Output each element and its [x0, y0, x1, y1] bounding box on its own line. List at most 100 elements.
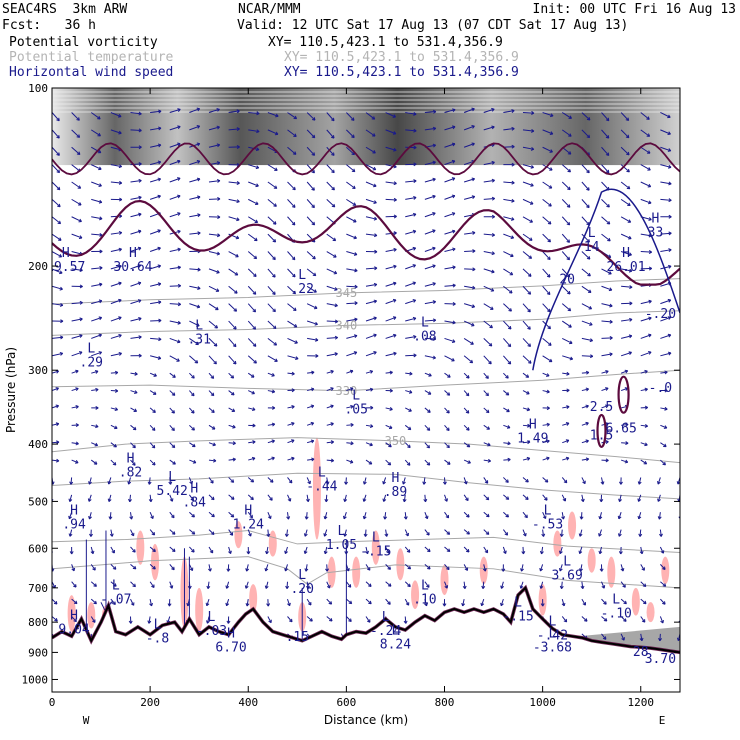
wind-vector-head [291, 421, 295, 426]
wind-vector [228, 268, 239, 276]
wind-vector [561, 216, 571, 226]
wind-vector [149, 546, 156, 552]
wind-vector [346, 424, 354, 426]
wind-vector [463, 143, 475, 148]
wind-vector-head [196, 107, 201, 112]
wind-vector-head [369, 387, 374, 392]
pv-shading-patch [411, 580, 420, 609]
wind-vector-head [88, 515, 92, 520]
wind-vector-head [485, 531, 490, 535]
wind-vector [424, 319, 436, 322]
wind-vector-head [586, 239, 590, 243]
wind-vector [248, 407, 256, 411]
wind-vector [52, 598, 58, 605]
y-tick-label: 400 [28, 438, 48, 451]
wind-vector-head [330, 458, 335, 463]
wind-vector [267, 251, 276, 260]
wind-vector-head [98, 351, 103, 355]
wind-vector [679, 216, 680, 217]
wind-vector-head [312, 272, 317, 277]
wind-vector-head [252, 326, 257, 330]
wind-vector-head [403, 620, 408, 624]
wind-vector [640, 251, 652, 253]
wind-vector [385, 299, 397, 305]
wind-vector-head [177, 283, 182, 288]
wind-vector [405, 129, 417, 132]
wind-vector-head [354, 317, 358, 322]
wind-vector [189, 108, 200, 113]
wind-vector-head [491, 214, 496, 219]
wind-vector-head [211, 496, 215, 501]
wind-vector [228, 216, 240, 221]
wind-vector-head [365, 550, 369, 555]
wind-vector-head [668, 264, 672, 269]
wind-vector-head [269, 497, 273, 501]
wind-vector-head [509, 290, 513, 294]
wind-vector-head [546, 456, 550, 461]
wind-vector-head [663, 443, 667, 448]
wind-vector [424, 247, 436, 252]
wind-vector [346, 405, 354, 409]
wind-vector-head [275, 113, 279, 118]
wind-vector [306, 494, 309, 502]
wind-vector [424, 229, 436, 235]
wind-vector [657, 477, 661, 485]
wind-vector-head [90, 550, 95, 555]
wind-vector-head [176, 358, 180, 362]
wind-vector-head [607, 237, 611, 242]
wind-vector [365, 334, 377, 339]
wind-vector-head [605, 404, 609, 409]
wind-vector-head [151, 584, 155, 588]
wind-vector-head [491, 232, 495, 237]
wind-vector [90, 581, 97, 587]
wind-vector [542, 251, 551, 260]
wind-vector [71, 442, 79, 445]
wind-vector [365, 300, 377, 305]
wind-vector-head [637, 481, 642, 485]
wind-vector [620, 616, 627, 622]
wind-vector [660, 424, 668, 429]
wind-vector-head [393, 247, 397, 252]
wind-vector-head [118, 247, 122, 252]
wind-vector-head [503, 550, 507, 554]
wind-vector [463, 407, 470, 414]
wind-vector [326, 164, 335, 174]
wind-vector-head [252, 423, 256, 428]
wind-vector [659, 633, 661, 641]
wind-vector-head [605, 458, 609, 463]
wind-vector-head [626, 185, 631, 190]
wind-vector-head [688, 247, 691, 250]
wind-vector [130, 442, 136, 449]
wind-vector [660, 112, 671, 118]
wind-vector [149, 407, 156, 413]
wind-vector [267, 164, 278, 171]
pv-extremum-value: -.8 [146, 632, 169, 647]
wind-vector [640, 424, 648, 427]
wind-vector [365, 370, 373, 374]
wind-vector-head [548, 342, 552, 346]
wind-vector [305, 564, 308, 572]
wind-vector-head [330, 422, 334, 426]
wind-vector-head [667, 148, 672, 152]
wind-vector-head [688, 113, 691, 116]
wind-vector [561, 164, 571, 173]
wind-vector [149, 390, 157, 395]
wind-vector-head [648, 299, 652, 304]
wind-vector-head [617, 515, 622, 520]
wind-vector [90, 112, 101, 120]
wind-vector [404, 529, 409, 537]
wind-vector [91, 233, 103, 236]
wind-vector [150, 127, 162, 131]
wind-vector [561, 199, 571, 208]
wind-vector-head [216, 178, 221, 183]
wind-vector [70, 477, 73, 485]
wind-vector [90, 564, 96, 571]
wind-vector [266, 546, 269, 554]
wind-vector [542, 390, 550, 393]
wind-vector-head [323, 515, 328, 520]
wind-vector-head [676, 637, 680, 642]
wind-vector-head [507, 325, 512, 330]
wind-vector-head [351, 134, 355, 139]
wind-vector-head [432, 109, 437, 114]
pv-extremum-kind: L [318, 466, 326, 481]
